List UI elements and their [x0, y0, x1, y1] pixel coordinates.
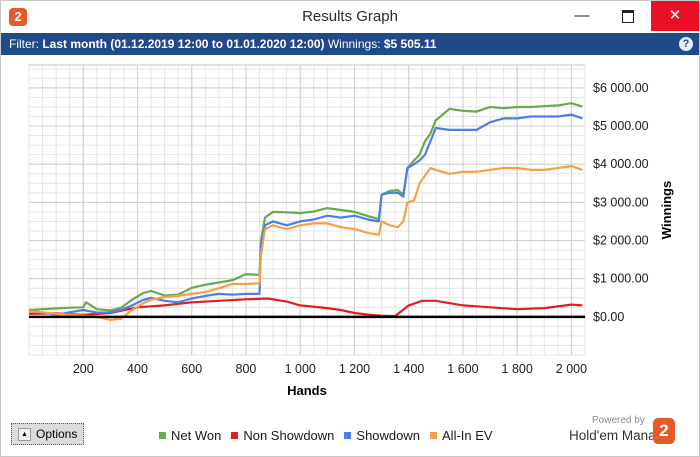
winnings-value: $5 505.11	[383, 37, 437, 51]
minimize-icon: —	[574, 7, 590, 24]
x-tick-label: 1 800	[502, 362, 533, 376]
close-icon: ✕	[668, 7, 682, 24]
minimize-button[interactable]: —	[559, 1, 605, 31]
legend-swatch	[159, 432, 166, 439]
series-line-net-won	[28, 102, 583, 312]
legend-swatch	[430, 432, 438, 439]
legend-label: Non Showdown	[243, 428, 335, 443]
legend-swatch	[344, 432, 352, 439]
y-tick-label: $2 000.00	[593, 234, 649, 248]
help-icon[interactable]: ?	[679, 37, 693, 51]
x-tick-label: 200	[73, 362, 94, 376]
x-tick-label: 800	[236, 362, 257, 376]
window-title: Results Graph	[302, 8, 398, 25]
legend-label: Showdown	[356, 428, 421, 443]
x-tick-label: 2 000	[556, 362, 587, 376]
series-line-non-showdown	[28, 297, 583, 318]
title-bar: Results Graph 2 — ✕	[1, 1, 699, 33]
holdem-manager-logo-icon: 2	[653, 418, 675, 444]
legend-item[interactable]: Non Showdown	[231, 428, 334, 443]
y-tick-label: $1 000.00	[593, 272, 649, 286]
results-chart: 200 400 600 800 1 000 1 200 1 400 1 600 1 800 2 0…	[28, 64, 674, 398]
series-line-all-in-ev	[28, 165, 583, 321]
options-label: Options	[36, 427, 78, 441]
x-tick-label: 400	[127, 362, 148, 376]
filter-value[interactable]: Last month (01.12.2019 12:00 to 01.01.20…	[42, 37, 325, 51]
legend-item[interactable]: Showdown	[344, 428, 420, 443]
winnings-label: Winnings:	[327, 37, 381, 51]
filter-label: Filter:	[9, 37, 39, 51]
series-line-showdown	[28, 113, 583, 316]
legend-label: Net Won	[171, 428, 222, 443]
x-tick-label: 600	[181, 362, 202, 376]
close-button[interactable]: ✕	[651, 1, 699, 31]
x-tick-label: 1 000	[285, 362, 316, 376]
app-logo-icon: 2	[9, 8, 27, 26]
legend-item[interactable]: Net Won	[159, 428, 221, 443]
y-tick-label: $6 000.00	[593, 81, 649, 95]
legend-item[interactable]: All-In EV	[430, 428, 493, 443]
x-axis-title: Hands	[287, 383, 327, 398]
legend-label: All-In EV	[442, 428, 493, 443]
y-tick-label: $0.00	[593, 310, 624, 324]
maximize-icon	[622, 9, 634, 23]
x-tick-label: 1 600	[447, 362, 478, 376]
y-tick-label: $4 000.00	[593, 157, 649, 171]
x-tick-label: 1 400	[393, 362, 424, 376]
filter-bar: Filter: Last month (01.12.2019 12:00 to …	[1, 33, 699, 55]
legend-swatch	[231, 432, 239, 439]
y-tick-label: $5 000.00	[593, 119, 649, 133]
maximize-button[interactable]	[605, 1, 651, 31]
options-button[interactable]: ▲ Options	[11, 423, 84, 445]
y-axis-title: Winnings	[659, 181, 674, 239]
y-tick-label: $3 000.00	[593, 195, 649, 209]
brand-name: Hold'em Manager	[569, 428, 676, 443]
expand-arrow-icon: ▲	[18, 428, 31, 441]
powered-by-label: Powered by	[592, 415, 645, 426]
chart-legend: Net Won Non Showdown Showdown All-In EV	[159, 428, 503, 444]
x-tick-label: 1 200	[339, 362, 370, 376]
